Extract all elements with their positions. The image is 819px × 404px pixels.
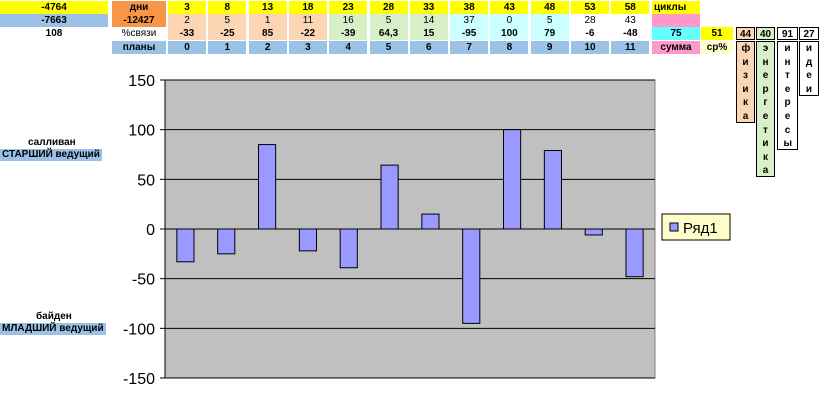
row3-value-5: 64,3 — [369, 27, 408, 40]
bar-7 — [462, 228, 481, 324]
bar-5 — [380, 164, 399, 230]
bar-4 — [339, 228, 358, 269]
row4-value-5: 5 — [369, 41, 408, 54]
row4-sum-label: сумма — [652, 41, 700, 54]
row3-value-1: -25 — [208, 27, 247, 40]
bottom-side-label-name: байден — [36, 311, 72, 322]
row3-value-9: 79 — [530, 27, 569, 40]
vertical-column-energy: энергетика — [756, 41, 775, 177]
row4-label: планы — [112, 41, 166, 54]
row3-left: 108 — [0, 27, 108, 40]
row4-value-2: 2 — [248, 41, 287, 54]
row1-left: -4764 — [0, 1, 108, 14]
row1-value-4: 23 — [329, 1, 368, 14]
row4-avg-label: ср% — [701, 41, 733, 54]
row2-value-11: 43 — [611, 14, 650, 27]
y-tick-label: 50 — [137, 172, 155, 189]
bar-0 — [176, 228, 195, 263]
top-side-label-role: СТАРШИЙ ведущий — [0, 149, 102, 161]
top-side-label-name: салливан — [28, 137, 76, 148]
row1-value-8: 43 — [490, 1, 529, 14]
row1-value-11: 58 — [611, 1, 650, 14]
legend-label: Ряд1 — [683, 220, 718, 237]
row3-value-3: -22 — [288, 27, 327, 40]
row4-value-0: 0 — [168, 41, 206, 54]
legend-swatch — [669, 222, 679, 232]
vertical-column-ideas-text: идеи — [805, 43, 813, 95]
row2-label: -12427 — [112, 14, 166, 27]
row4-value-9: 9 — [530, 41, 569, 54]
y-tick-label: -100 — [123, 321, 155, 338]
row1-value-3: 18 — [288, 1, 327, 14]
y-tick-label: -50 — [132, 272, 155, 289]
row4-value-11: 11 — [611, 41, 650, 54]
row1-value-2: 13 — [248, 1, 287, 14]
row4-value-6: 6 — [409, 41, 448, 54]
y-tick-label: 150 — [128, 73, 155, 90]
row3-v4: 27 — [799, 27, 819, 40]
row4-value-4: 4 — [329, 41, 368, 54]
bar-3 — [298, 228, 317, 252]
bar-9 — [543, 150, 562, 230]
y-tick-label: 0 — [146, 222, 155, 239]
row1-tail: циклы — [652, 1, 700, 14]
row4-value-1: 1 — [208, 41, 247, 54]
row1-value-5: 28 — [369, 1, 408, 14]
bar-11 — [625, 228, 644, 278]
y-tick-label: -150 — [123, 371, 155, 388]
row3-value-11: -48 — [611, 27, 650, 40]
row3-v3: 91 — [777, 27, 798, 40]
row4-value-3: 3 — [288, 41, 327, 54]
row3-value-2: 85 — [248, 27, 287, 40]
vertical-column-physics: физика — [736, 41, 755, 123]
row1-value-0: 3 — [168, 1, 206, 14]
row2-value-6: 14 — [409, 14, 448, 27]
bar-6 — [421, 213, 440, 230]
row3-avg: 51 — [701, 27, 733, 40]
bar-8 — [503, 129, 522, 230]
row3-label: %связи — [112, 27, 166, 40]
row4-value-8: 8 — [490, 41, 529, 54]
row2-value-8: 0 — [490, 14, 529, 27]
vertical-column-interests-text: интересы — [783, 43, 793, 150]
row2-tail-cell — [652, 14, 700, 27]
row2-left: -7663 — [0, 14, 108, 27]
row3-v2: 40 — [756, 27, 775, 40]
row1-value-6: 33 — [409, 1, 448, 14]
row3-v1: 44 — [736, 27, 755, 40]
row1-label: дни — [112, 1, 166, 14]
bottom-side-label-role: МЛАДШИЙ ведущий — [0, 323, 106, 335]
row2-value-10: 28 — [571, 14, 609, 27]
row3-value-7: -95 — [450, 27, 489, 40]
row3-value-4: -39 — [329, 27, 368, 40]
row2-value-2: 1 — [248, 14, 287, 27]
row2-value-0: 2 — [168, 14, 206, 27]
row2-value-5: 5 — [369, 14, 408, 27]
row1-value-10: 53 — [571, 1, 609, 14]
row3-value-0: -33 — [168, 27, 206, 40]
row3-value-6: 15 — [409, 27, 448, 40]
vertical-column-physics-text: физика — [741, 43, 751, 122]
row1-value-1: 8 — [208, 1, 247, 14]
row3-value-8: 100 — [490, 27, 529, 40]
row4-value-7: 7 — [450, 41, 489, 54]
bar-2 — [258, 144, 277, 230]
row2-value-3: 11 — [288, 14, 327, 27]
y-tick-label: 100 — [128, 123, 155, 140]
row1-value-9: 48 — [530, 1, 569, 14]
row1-value-7: 38 — [450, 1, 489, 14]
row2-value-9: 5 — [530, 14, 569, 27]
bar-10 — [584, 228, 603, 236]
row2-value-1: 5 — [208, 14, 247, 27]
row3-sum: 75 — [652, 27, 700, 40]
row3-value-10: -6 — [571, 27, 609, 40]
bar-1 — [217, 228, 236, 255]
vertical-column-energy-text: энергетика — [762, 43, 769, 177]
row4-value-10: 10 — [571, 41, 609, 54]
row2-value-4: 16 — [329, 14, 368, 27]
vertical-column-interests: интересы — [777, 41, 798, 150]
row2-value-7: 37 — [450, 14, 489, 27]
